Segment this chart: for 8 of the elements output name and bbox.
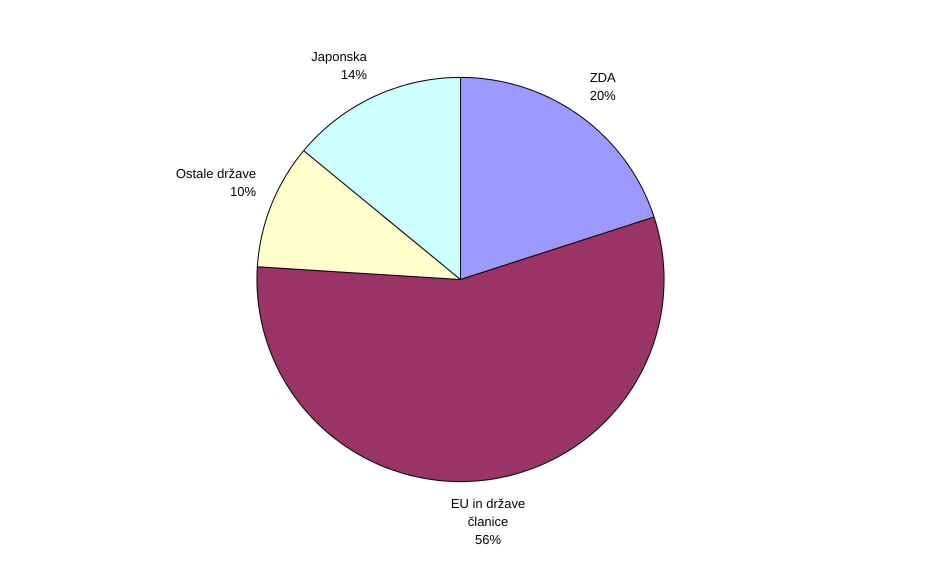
- data-label: 20%: [590, 88, 616, 103]
- slice-label: ZDA: [590, 70, 616, 85]
- data-label: 14%: [340, 67, 368, 82]
- slice-label: Japonska: [311, 49, 368, 64]
- data-label: 56%: [475, 532, 502, 548]
- slice-label: Ostale države: [176, 166, 256, 182]
- data-label: 10%: [230, 184, 257, 200]
- slice-label: EU in države članice: [450, 496, 526, 530]
